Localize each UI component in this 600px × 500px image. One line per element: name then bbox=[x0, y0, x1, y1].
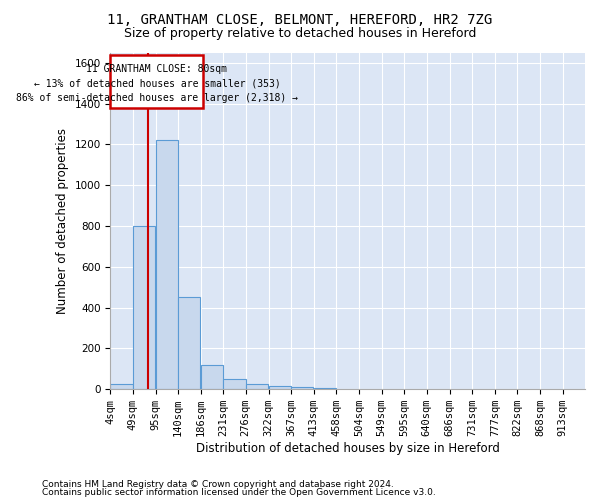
Bar bbox=[155, 140, 178, 389]
Text: Size of property relative to detached houses in Hereford: Size of property relative to detached ho… bbox=[124, 28, 476, 40]
Bar bbox=[178, 298, 200, 389]
Bar bbox=[110, 54, 203, 108]
Bar bbox=[201, 364, 223, 389]
Text: Contains public sector information licensed under the Open Government Licence v3: Contains public sector information licen… bbox=[42, 488, 436, 497]
Text: Contains HM Land Registry data © Crown copyright and database right 2024.: Contains HM Land Registry data © Crown c… bbox=[42, 480, 394, 489]
Bar bbox=[246, 384, 268, 389]
Bar bbox=[269, 386, 291, 389]
Bar bbox=[314, 388, 336, 389]
Text: 11, GRANTHAM CLOSE, BELMONT, HEREFORD, HR2 7ZG: 11, GRANTHAM CLOSE, BELMONT, HEREFORD, H… bbox=[107, 12, 493, 26]
Y-axis label: Number of detached properties: Number of detached properties bbox=[56, 128, 69, 314]
Text: 11 GRANTHAM CLOSE: 80sqm: 11 GRANTHAM CLOSE: 80sqm bbox=[86, 64, 227, 74]
Bar bbox=[223, 379, 246, 389]
Text: ← 13% of detached houses are smaller (353): ← 13% of detached houses are smaller (35… bbox=[34, 78, 280, 88]
Bar bbox=[110, 384, 133, 389]
Text: 86% of semi-detached houses are larger (2,318) →: 86% of semi-detached houses are larger (… bbox=[16, 93, 298, 103]
X-axis label: Distribution of detached houses by size in Hereford: Distribution of detached houses by size … bbox=[196, 442, 500, 455]
Bar bbox=[291, 387, 313, 389]
Bar bbox=[133, 226, 155, 389]
